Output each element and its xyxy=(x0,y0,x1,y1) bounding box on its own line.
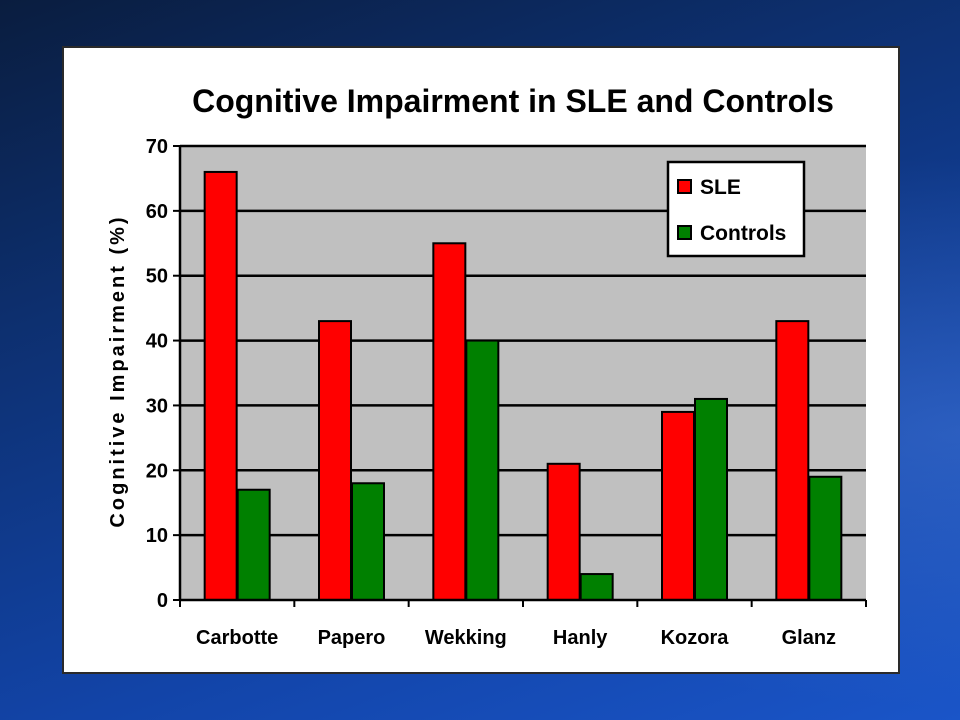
x-tick-label: Hanly xyxy=(553,627,608,649)
y-tick-label: 30 xyxy=(146,395,168,417)
sle-bar-wekking xyxy=(432,242,467,602)
sle-bar-hanly xyxy=(546,462,581,601)
controls-bar-wekking xyxy=(465,339,500,601)
legend-label-sle: SLE xyxy=(700,176,741,199)
bar-chart: Cognitive Impairment in SLE and Controls… xyxy=(107,83,867,649)
legend-swatch-controls xyxy=(677,225,692,240)
controls-bar-papero xyxy=(351,482,385,601)
x-tick-label: Carbotte xyxy=(196,627,278,649)
y-tick-label: 10 xyxy=(146,525,168,547)
legend: SLE Controls xyxy=(666,160,806,258)
controls-bar-kozora xyxy=(694,397,728,602)
sle-bar-papero xyxy=(318,320,352,601)
chart-title: Cognitive Impairment in SLE and Controls xyxy=(192,83,834,119)
y-tick-label: 70 xyxy=(146,136,168,158)
x-tick-label: Glanz xyxy=(782,627,836,649)
controls-bar-glanz xyxy=(808,475,843,601)
x-tick-label: Papero xyxy=(318,627,386,649)
legend-box xyxy=(666,160,806,258)
sle-bar-kozora xyxy=(661,410,695,601)
y-tick-label: 0 xyxy=(157,590,168,612)
sle-bar-glanz xyxy=(775,320,810,601)
y-tick-label: 40 xyxy=(146,331,168,353)
y-axis-label: Cognitive Impairment (%) xyxy=(107,214,129,527)
legend-label-controls: Controls xyxy=(700,222,786,245)
chart-frame: Cognitive Impairment in SLE and Controls… xyxy=(62,46,900,674)
x-tick-label: Kozora xyxy=(661,627,730,649)
controls-bar-carbotte xyxy=(236,488,271,601)
y-tick-label: 20 xyxy=(146,460,168,482)
controls-bar-hanly xyxy=(579,573,614,601)
y-tick-label: 50 xyxy=(146,266,168,288)
x-tick-label: Wekking xyxy=(425,627,507,649)
sle-bar-carbotte xyxy=(203,170,238,601)
y-tick-label: 60 xyxy=(146,201,168,223)
legend-swatch-sle xyxy=(677,179,692,194)
